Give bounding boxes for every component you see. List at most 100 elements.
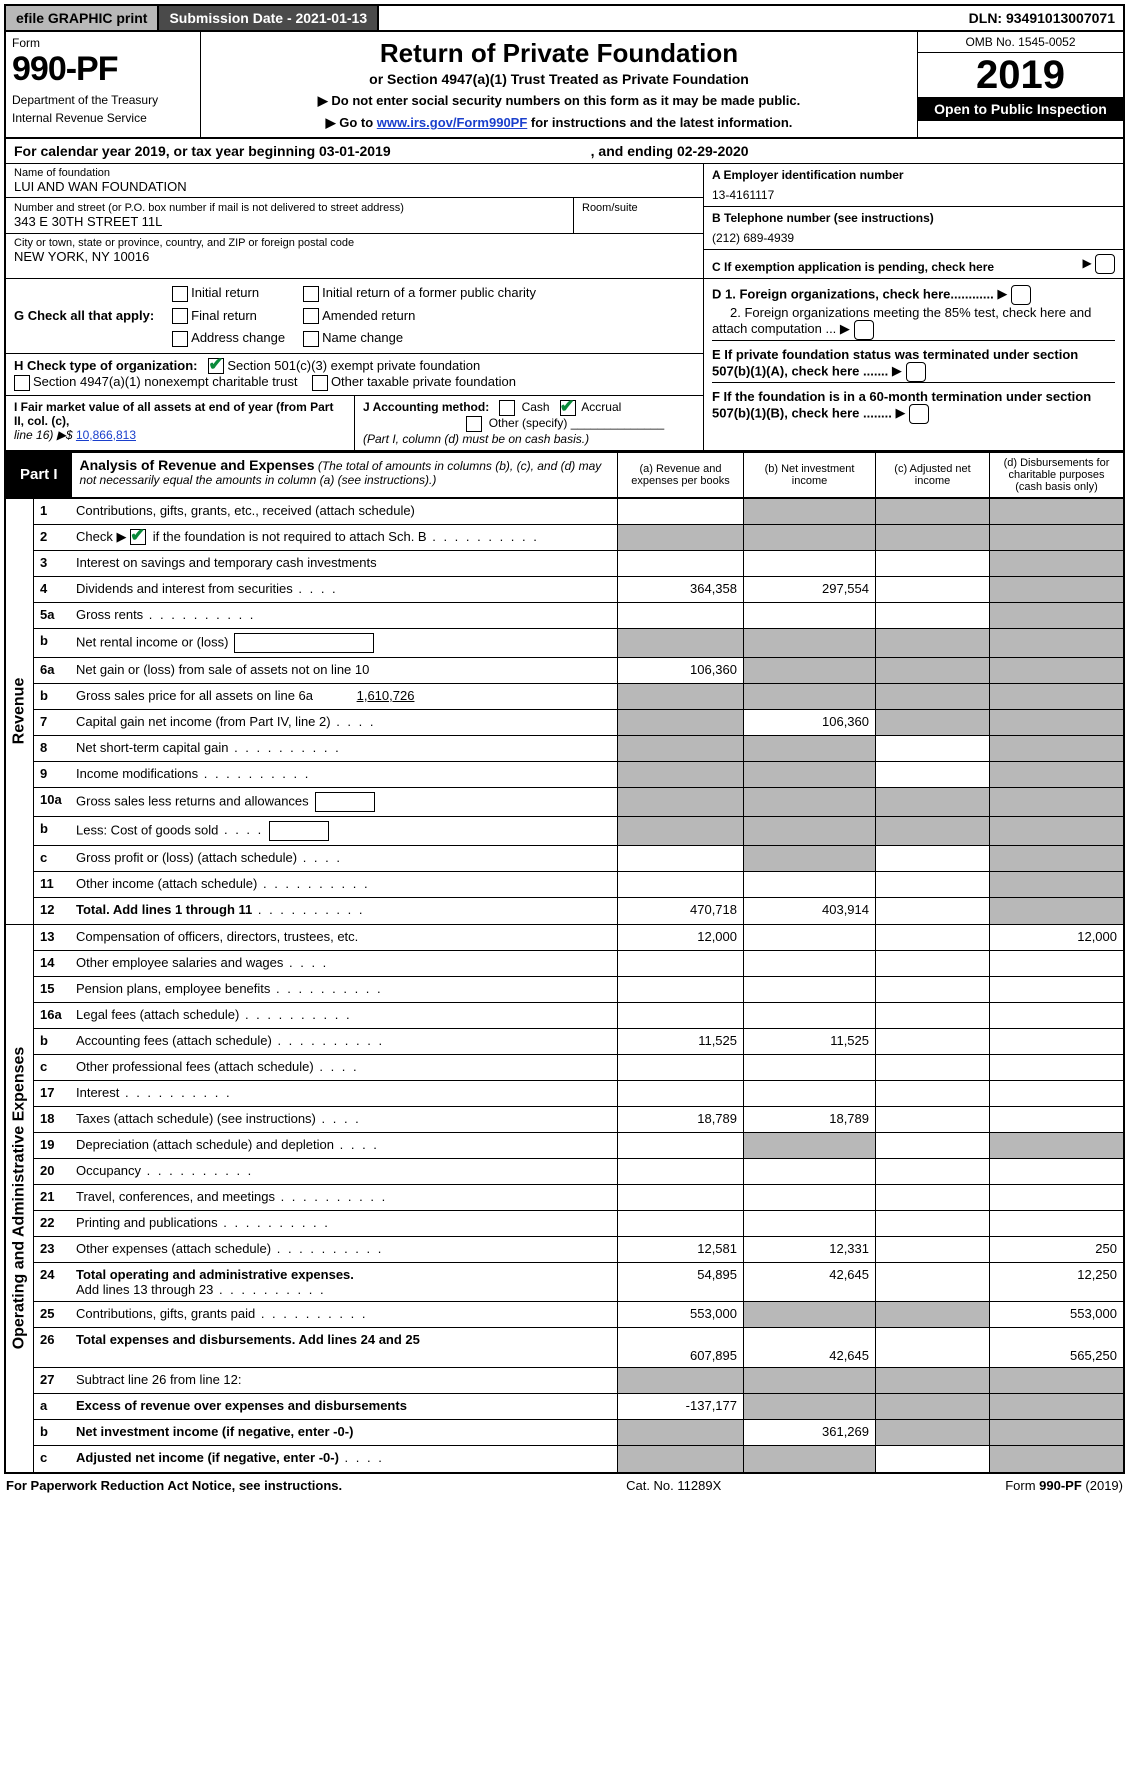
irs-link[interactable]: www.irs.gov/Form990PF [377, 115, 528, 130]
form-number: 990-PF [12, 50, 194, 89]
dept-irs: Internal Revenue Service [12, 111, 194, 125]
table-row: 24Total operating and administrative exp… [34, 1263, 1123, 1302]
i-line16-label: line 16) ▶$ [14, 428, 76, 442]
open-public-badge: Open to Public Inspection [918, 97, 1123, 121]
table-row: 7Capital gain net income (from Part IV, … [34, 710, 1123, 736]
ij-row: I Fair market value of all assets at end… [6, 396, 703, 450]
accrual-checkbox[interactable] [560, 400, 576, 416]
accrual-label: Accrual [581, 400, 621, 414]
table-row: bNet investment income (if negative, ent… [34, 1420, 1123, 1446]
table-row: 22Printing and publications [34, 1211, 1123, 1237]
h-row: H Check type of organization: Section 50… [6, 354, 703, 396]
fmv-value[interactable]: 10,866,813 [76, 428, 136, 442]
footer-form-ref: Form 990-PF (2019) [1005, 1478, 1123, 1493]
table-row: 9Income modifications [34, 762, 1123, 788]
amended-return-label: Amended return [322, 308, 415, 323]
city-value: NEW YORK, NY 10016 [14, 249, 695, 264]
exemption-pending-label: C If exemption application is pending, c… [712, 260, 994, 274]
initial-former-checkbox[interactable] [303, 286, 319, 302]
header-left: Form 990-PF Department of the Treasury I… [6, 32, 201, 137]
notice-goto: ▶ Go to www.irs.gov/Form990PF for instru… [209, 115, 909, 131]
telephone-cell: B Telephone number (see instructions) (2… [704, 207, 1123, 250]
e-checkbox[interactable] [906, 362, 926, 382]
header-title-block: Return of Private Foundation or Section … [201, 32, 918, 137]
table-row: 19Depreciation (attach schedule) and dep… [34, 1133, 1123, 1159]
revenue-section: Revenue 1Contributions, gifts, grants, e… [6, 498, 1123, 924]
calendar-year-row: For calendar year 2019, or tax year begi… [6, 139, 1123, 164]
other-method-label: Other (specify) [489, 416, 568, 430]
ein-label: A Employer identification number [712, 168, 1115, 182]
table-row: 11Other income (attach schedule) [34, 872, 1123, 898]
table-row: bNet rental income or (loss) [34, 629, 1123, 658]
cogs-box[interactable] [269, 821, 329, 841]
other-taxable-checkbox[interactable] [312, 375, 328, 391]
notice-goto-post: for instructions and the latest informat… [527, 115, 792, 130]
check-block: G Check all that apply: Initial return F… [6, 279, 1123, 451]
sch-b-checkbox[interactable] [130, 529, 146, 545]
section-501c3-label: Section 501(c)(3) exempt private foundat… [227, 358, 480, 373]
footer-cat-no: Cat. No. 11289X [626, 1478, 721, 1493]
part1-title: Analysis of Revenue and Expenses [80, 457, 315, 473]
dept-treasury: Department of the Treasury [12, 93, 194, 107]
expenses-section: Operating and Administrative Expenses 13… [6, 924, 1123, 1472]
address-label: Number and street (or P.O. box number if… [14, 202, 565, 214]
foundation-name: LUI AND WAN FOUNDATION [14, 179, 695, 194]
table-row: 5aGross rents [34, 603, 1123, 629]
final-return-label: Final return [191, 308, 257, 323]
table-row: 2Check ▶ if the foundation is not requir… [34, 525, 1123, 551]
tax-year: 2019 [918, 53, 1123, 97]
city-label: City or town, state or province, country… [14, 237, 695, 249]
table-row: 20Occupancy [34, 1159, 1123, 1185]
other-method-checkbox[interactable] [466, 416, 482, 432]
cash-checkbox[interactable] [499, 400, 515, 416]
initial-return-checkbox[interactable] [172, 286, 188, 302]
d1-label: D 1. Foreign organizations, check here..… [712, 286, 994, 301]
f-checkbox[interactable] [909, 404, 929, 424]
table-row: 10aGross sales less returns and allowanc… [34, 788, 1123, 817]
j-note: (Part I, column (d) must be on cash basi… [363, 432, 589, 446]
e-row: E If private foundation status was termi… [712, 340, 1115, 382]
j-label: J Accounting method: [363, 400, 489, 414]
amended-return-checkbox[interactable] [303, 308, 319, 324]
table-row: 4Dividends and interest from securities3… [34, 577, 1123, 603]
f-row: F If the foundation is in a 60-month ter… [712, 382, 1115, 424]
d2-checkbox[interactable] [854, 320, 874, 340]
foundation-name-cell: Name of foundation LUI AND WAN FOUNDATIO… [6, 164, 703, 198]
section-4947-checkbox[interactable] [14, 375, 30, 391]
net-rental-box[interactable] [234, 633, 374, 653]
d1-checkbox[interactable] [1011, 285, 1031, 305]
address-value: 343 E 30TH STREET 11L [14, 214, 565, 229]
address-change-checkbox[interactable] [172, 331, 188, 347]
cash-label: Cash [522, 400, 550, 414]
address-change-label: Address change [191, 330, 285, 345]
table-row: cAdjusted net income (if negative, enter… [34, 1446, 1123, 1472]
table-row: 17Interest [34, 1081, 1123, 1107]
g-label: G Check all that apply: [14, 308, 154, 323]
ein-cell: A Employer identification number 13-4161… [704, 164, 1123, 207]
address-cell: Number and street (or P.O. box number if… [6, 198, 703, 234]
submission-date-button[interactable]: Submission Date - 2021-01-13 [159, 6, 379, 30]
expenses-vlabel: Operating and Administrative Expenses [6, 925, 34, 1472]
table-row: 25Contributions, gifts, grants paid553,0… [34, 1302, 1123, 1328]
city-cell: City or town, state or province, country… [6, 234, 703, 267]
table-row: bAccounting fees (attach schedule)11,525… [34, 1029, 1123, 1055]
name-change-checkbox[interactable] [303, 331, 319, 347]
foundation-name-label: Name of foundation [14, 167, 695, 179]
initial-former-label: Initial return of a former public charit… [322, 285, 536, 300]
notice-ssn: ▶ Do not enter social security numbers o… [209, 93, 909, 109]
notice-goto-pre: ▶ Go to [326, 115, 377, 130]
table-row: 27Subtract line 26 from line 12: [34, 1368, 1123, 1394]
gross-sales-box[interactable] [315, 792, 375, 812]
efile-button[interactable]: efile GRAPHIC print [6, 6, 159, 30]
g-check-row: G Check all that apply: Initial return F… [6, 279, 703, 354]
d1-row: D 1. Foreign organizations, check here..… [712, 285, 1115, 305]
footer: For Paperwork Reduction Act Notice, see … [4, 1474, 1125, 1497]
initial-return-label: Initial return [191, 285, 259, 300]
d2-label: 2. Foreign organizations meeting the 85%… [712, 305, 1091, 336]
table-row: 14Other employee salaries and wages [34, 951, 1123, 977]
exemption-pending-checkbox[interactable] [1095, 254, 1115, 274]
table-row: 6aNet gain or (loss) from sale of assets… [34, 658, 1123, 684]
section-501c3-checkbox[interactable] [208, 358, 224, 374]
other-taxable-label: Other taxable private foundation [331, 374, 516, 389]
final-return-checkbox[interactable] [172, 308, 188, 324]
